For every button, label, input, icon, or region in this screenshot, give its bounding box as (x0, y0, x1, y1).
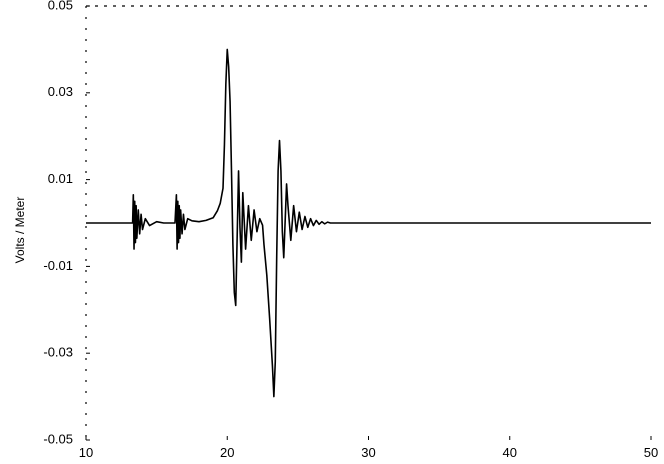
x-tick-label: 40 (503, 445, 517, 460)
y-tick-label: 0.05 (48, 0, 73, 12)
y-axis-title: Volts / Meter (13, 197, 27, 264)
x-tick-label: 10 (79, 445, 93, 460)
plot-area: 0.05 0.03 0.01 -0.01 -0.03 -0.05 10 20 30 40 50 (43, 0, 658, 460)
x-tick-label: 20 (220, 445, 234, 460)
series-line-0 (86, 48, 651, 398)
x-tick-label: 50 (644, 445, 658, 460)
y-tick-label: -0.05 (43, 431, 73, 446)
y-tick-label: -0.03 (43, 345, 73, 360)
x-tick-label: 30 (361, 445, 375, 460)
y-tick-label: 0.01 (48, 171, 73, 186)
y-tick-label: 0.03 (48, 84, 73, 99)
y-tick-label: -0.01 (43, 258, 73, 273)
